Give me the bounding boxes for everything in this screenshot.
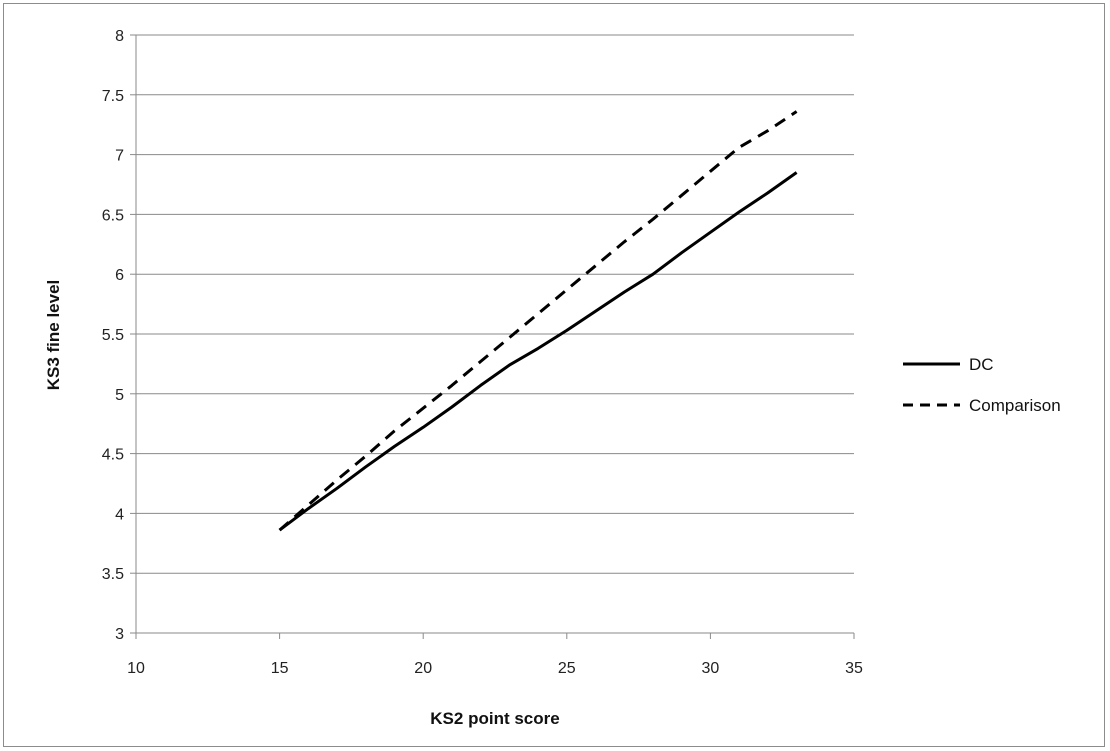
x-tick-labels: 10 15 20 25 30 35 xyxy=(127,660,863,677)
series-line-comparison xyxy=(278,110,798,532)
series-line-dc xyxy=(278,171,798,532)
y-tick-label: 3.5 xyxy=(102,566,124,583)
y-tick-labels: 3 3.5 4 4.5 5 5.5 6 6.5 7 7.5 8 xyxy=(102,28,124,643)
x-tick-label: 10 xyxy=(127,660,145,677)
y-axis-title: KS3 fine level xyxy=(44,280,63,391)
x-tick-label: 15 xyxy=(271,660,289,677)
x-axis-title: KS2 point score xyxy=(430,709,559,728)
x-tick-label: 30 xyxy=(702,660,720,677)
axes xyxy=(130,34,855,639)
y-tick-label: 4.5 xyxy=(102,447,124,464)
x-tick-label: 35 xyxy=(845,660,863,677)
series-lines xyxy=(278,110,798,532)
legend: DC Comparison xyxy=(903,355,1061,415)
gridlines xyxy=(136,34,854,574)
y-tick-label: 4 xyxy=(115,506,124,523)
legend-label-dc: DC xyxy=(969,355,994,374)
y-tick-label: 7 xyxy=(115,148,124,165)
chart-frame xyxy=(3,3,1105,747)
y-tick-label: 5 xyxy=(115,387,124,404)
y-tick-label: 7.5 xyxy=(102,88,124,105)
y-tick-label: 8 xyxy=(115,28,124,45)
x-tick-label: 25 xyxy=(558,660,576,677)
y-tick-label: 3 xyxy=(115,626,124,643)
legend-label-comparison: Comparison xyxy=(969,396,1061,415)
y-tick-label: 5.5 xyxy=(102,327,124,344)
y-tick-label: 6.5 xyxy=(102,207,124,224)
y-tick-label: 6 xyxy=(115,267,124,284)
x-tick-label: 20 xyxy=(414,660,432,677)
